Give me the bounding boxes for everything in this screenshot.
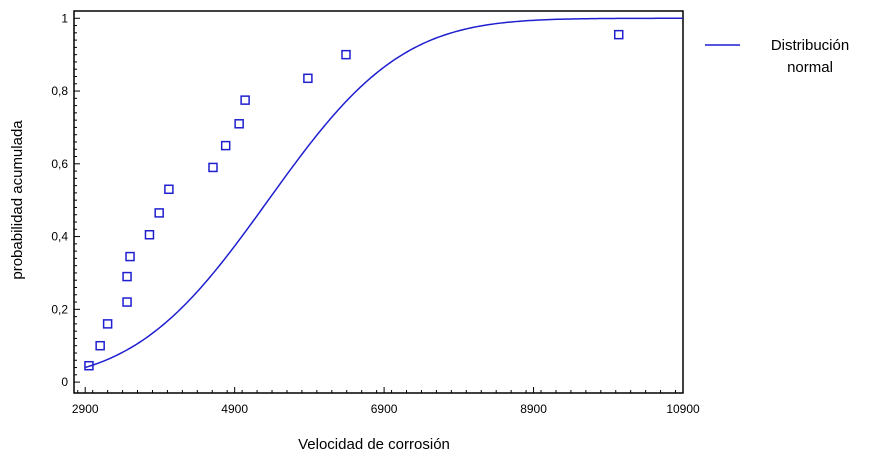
data-point: [95, 340, 105, 351]
legend-label-line-2: normal: [787, 59, 833, 76]
data-point: [303, 73, 313, 84]
data-point: [234, 119, 244, 129]
y-axis-title: probabilidad acumulada: [9, 120, 26, 280]
y-tick-label: 0,2: [51, 302, 68, 316]
data-point: [154, 208, 164, 218]
legend: Distribución normal: [705, 37, 849, 76]
x-tick-label: 6900: [371, 402, 398, 416]
data-point: [84, 360, 94, 371]
data-point: [122, 271, 132, 282]
data-point: [102, 319, 113, 329]
y-tick-label: 0: [61, 375, 68, 389]
x-tick-label: 2900: [72, 402, 99, 416]
data-point: [122, 297, 132, 307]
x-axis-title: Velocidad de corrosión: [298, 436, 450, 453]
x-tick-label: 10900: [666, 402, 700, 416]
x-tick-label: 8900: [520, 402, 547, 416]
data-point: [341, 49, 351, 60]
data-point: [125, 251, 135, 262]
data-point: [144, 229, 155, 240]
y-tick-label: 0,4: [51, 230, 68, 244]
data-point: [613, 29, 624, 40]
x-axis-ticks: 2900 4900 6900 8900 10900: [72, 387, 700, 416]
legend-label-line-1: Distribución: [771, 37, 849, 54]
data-point: [208, 162, 218, 173]
plot-frame: [73, 10, 684, 394]
y-tick-label: 0,6: [51, 157, 68, 171]
y-axis-ticks: 0 0,2 0,4 0,6 0,8 1: [51, 11, 80, 389]
y-tick-label: 0,8: [51, 84, 68, 98]
normal-curve-layer: [84, 17, 683, 369]
x-tick-label: 4900: [221, 402, 248, 416]
data-points-layer: [84, 29, 624, 371]
data-point: [164, 184, 174, 195]
normal-distribution-line: [84, 17, 683, 369]
y-tick-label: 1: [61, 11, 68, 25]
data-point: [220, 140, 231, 151]
data-point: [240, 95, 250, 105]
